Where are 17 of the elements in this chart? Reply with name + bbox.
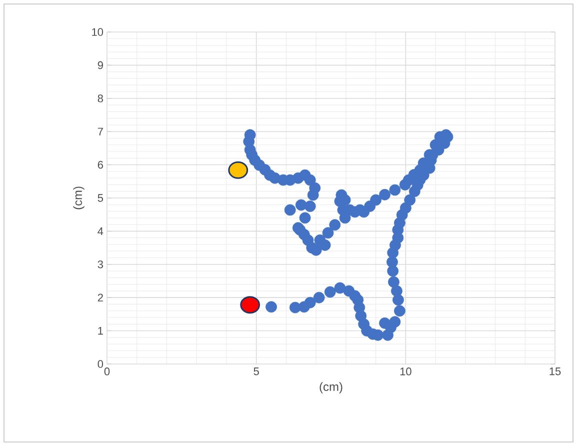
y-tick-label: 4 bbox=[98, 227, 104, 235]
y-tick-label: 10 bbox=[92, 28, 104, 36]
y-tick-label: 2 bbox=[98, 294, 103, 302]
x-tick-label: 0 bbox=[104, 368, 110, 376]
y-tick-label: 3 bbox=[98, 260, 103, 268]
y-tick-label: 5 bbox=[98, 194, 104, 202]
y-tick-label: 1 bbox=[98, 327, 103, 335]
y-tick-label: 8 bbox=[98, 94, 103, 102]
y-tick-label: 0 bbox=[98, 360, 104, 368]
y-tick-label: 7 bbox=[98, 128, 103, 136]
x-tick-label: 5 bbox=[254, 368, 259, 376]
y-tick-label: 6 bbox=[98, 160, 103, 169]
y-axis-title: (cm) bbox=[73, 186, 84, 210]
x-tick-label: 10 bbox=[400, 368, 412, 376]
y-tick-label: 9 bbox=[98, 61, 103, 70]
x-axis-title: (cm) bbox=[320, 382, 342, 394]
x-tick-label: 15 bbox=[550, 368, 561, 376]
